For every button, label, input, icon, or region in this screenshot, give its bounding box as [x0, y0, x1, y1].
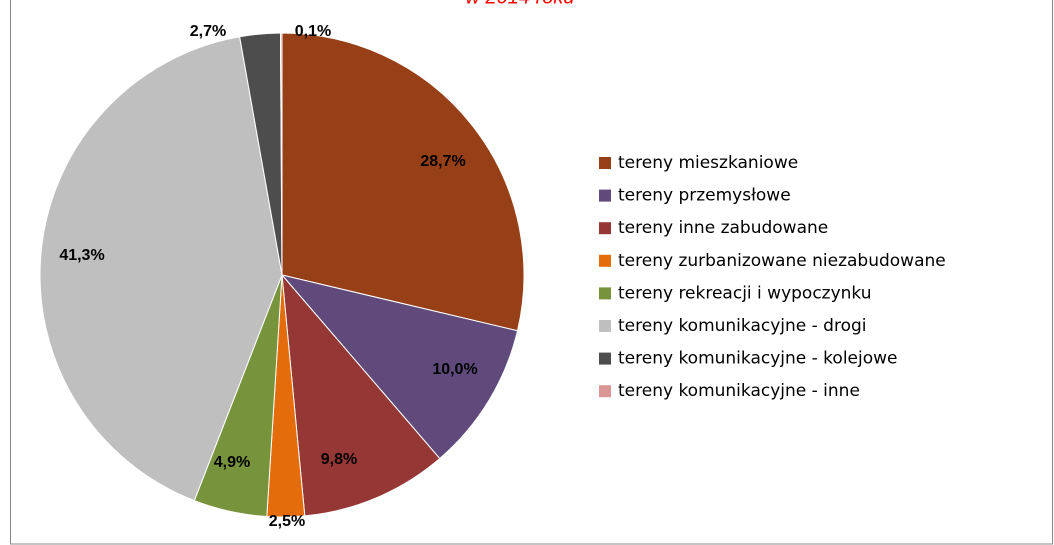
legend-swatch: [599, 287, 611, 300]
data-label: 2,5%: [269, 513, 305, 530]
data-label: 2,7%: [190, 23, 226, 40]
pie-slice: [39, 36, 283, 502]
data-label: 9,8%: [321, 451, 357, 468]
data-label: 41,3%: [59, 247, 104, 264]
pie-slice: [280, 274, 519, 460]
legend-label: tereny komunikacyjne - kolejowe: [618, 349, 898, 369]
legend-swatch: [599, 157, 611, 169]
data-label: 28,7%: [420, 153, 465, 170]
data-label: 0,1%: [295, 23, 331, 40]
data-label: 10,0%: [432, 361, 477, 378]
legend-swatch: [599, 254, 611, 267]
legend-label: tereny rekreacji i wypoczynku: [618, 283, 872, 303]
pie-slice: [281, 273, 441, 517]
pie-slice: [279, 32, 283, 276]
legend-swatch: [599, 352, 611, 365]
legend-label: tereny inne zabudowane: [618, 218, 828, 238]
legend-swatch: [599, 222, 611, 235]
legend-label: tereny zurbanizowane niezabudowane: [618, 251, 946, 271]
legend-label: tereny komunikacyjne - drogi: [618, 316, 867, 336]
pie-slice: [281, 32, 525, 332]
chart-title: w 2014 roku: [466, 0, 575, 8]
data-label: 4,9%: [214, 454, 250, 471]
legend-label: tereny komunikacyjne - inne: [618, 381, 860, 401]
legend-swatch: [599, 320, 611, 332]
legend-swatch: [599, 385, 611, 398]
legend-swatch: [599, 189, 611, 202]
legend-label: tereny mieszkaniowe: [618, 153, 798, 173]
legend-label: tereny przemysłowe: [618, 186, 791, 206]
